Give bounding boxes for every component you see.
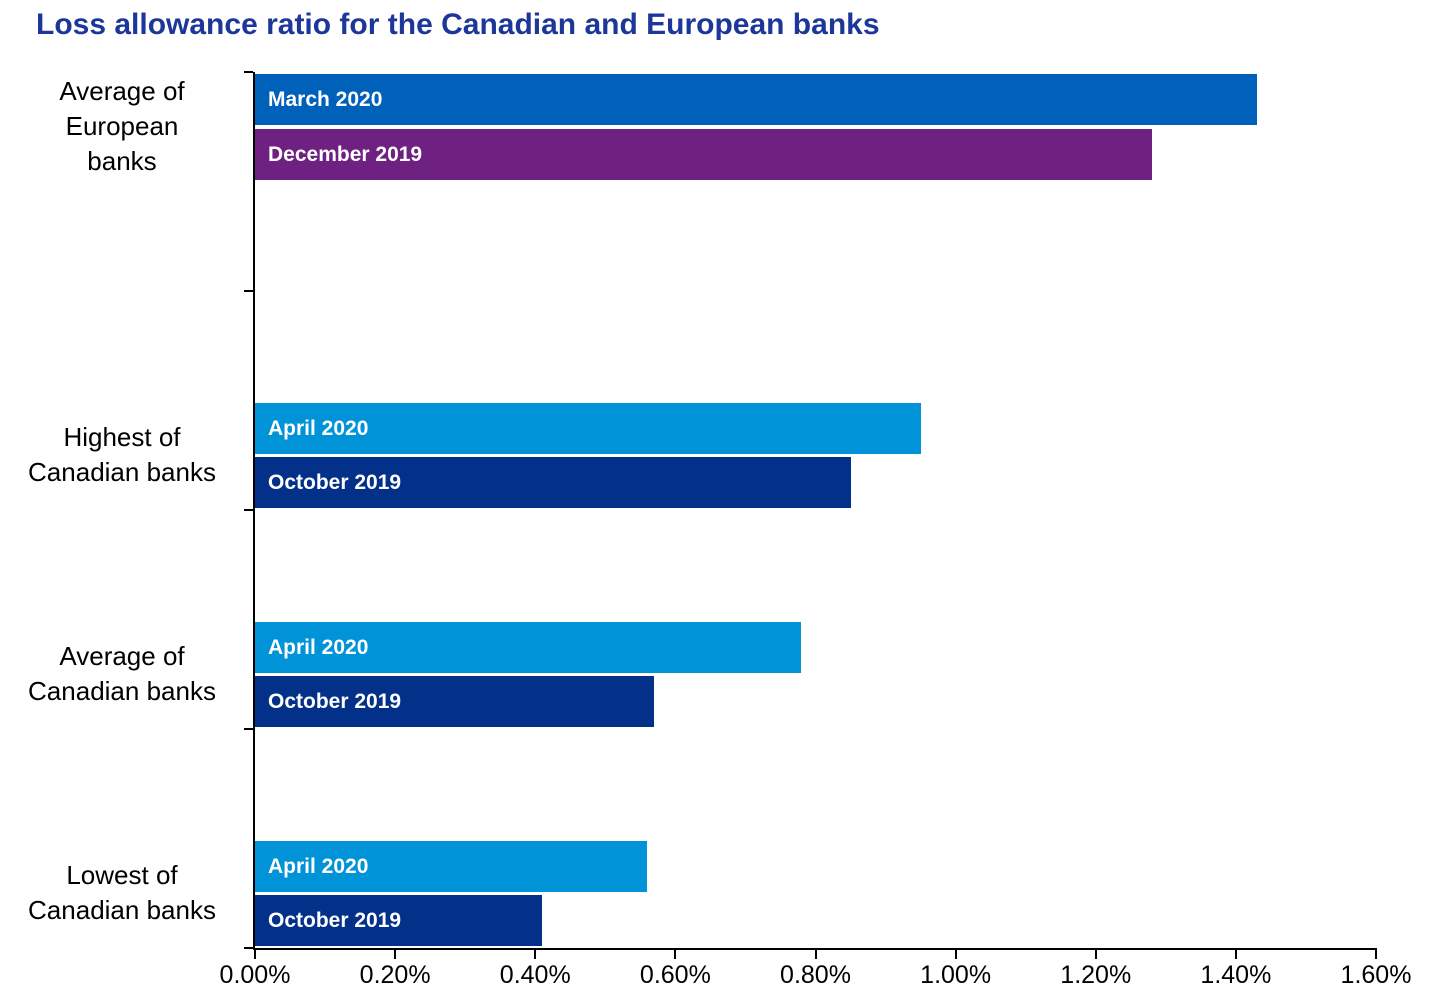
bar-series-label: March 2020 (268, 88, 383, 111)
bar-december-2019-average-of-european-banks: December 2019 (255, 128, 1152, 180)
category-label-line: Highest of (63, 422, 181, 453)
x-axis-line (253, 948, 1377, 950)
y-axis-tick (244, 71, 253, 73)
plot-area: March 2020 December 2019 April 2020 April 2… (220, 71, 1411, 989)
bar-series-label: April 2020 (268, 635, 369, 659)
x-axis-tick-label: 0.00% (219, 961, 291, 989)
x-axis-tick (534, 950, 537, 959)
bar-series-label: October 2019 (268, 690, 402, 714)
x-axis-tick-label: 1.00% (920, 961, 992, 989)
x-axis-tick-label: 0.80% (780, 961, 851, 989)
y-axis-line (253, 72, 255, 950)
category-label-line: Canadian banks (28, 895, 216, 926)
bar-april-2020-average-of-canadian-banks: April 2020 (255, 621, 802, 673)
chart-title: Loss allowance ratio for the Canadian an… (36, 8, 880, 41)
category-label-line: Average of (59, 641, 185, 672)
bar-october-2019-average-of-canadian-banks: October 2019 (255, 676, 655, 728)
bar-series-label: April 2020 (268, 854, 369, 878)
bar-october-2019-highest-of-canadian-banks: October 2019 (255, 457, 851, 509)
bar-series-label: October 2019 (268, 471, 402, 495)
x-axis-tick (1234, 950, 1237, 959)
bar-april-2020-lowest-of-canadian-banks: April 2020 (255, 840, 648, 892)
x-axis-tick-label: 1.20% (1060, 961, 1132, 989)
x-axis-tick (1375, 950, 1377, 959)
category-label-line: European (65, 111, 179, 142)
x-axis-tick-label: 1.60% (1340, 961, 1412, 989)
x-axis-tick-label: 0.60% (639, 961, 711, 989)
category-label-line: Average of (59, 76, 185, 107)
category-label-lowest-of-canadian-banks: Lowest of Canadian banks (0, 858, 244, 928)
category-label-line: Canadian banks (28, 457, 216, 488)
category-label-average-of-canadian-banks: Average of Canadian banks (0, 639, 244, 709)
category-label-line: Lowest of (66, 860, 178, 891)
y-axis-tick (244, 947, 253, 949)
bar-march-2020-average-of-european-banks: March 2020 (255, 74, 1257, 125)
y-axis-tick (244, 290, 253, 292)
y-axis-tick (244, 509, 253, 511)
category-label-line: Canadian banks (28, 676, 216, 707)
category-label-line: banks (87, 146, 157, 177)
bar-series-label: October 2019 (268, 909, 402, 933)
x-axis-tick-label: 1.40% (1200, 961, 1272, 989)
x-axis-tick-label: 0.40% (499, 961, 571, 989)
bar-series-label: December 2019 (268, 142, 423, 166)
x-axis-tick-label: 0.20% (359, 961, 431, 989)
x-axis-tick (254, 950, 256, 959)
x-axis-tick (1094, 950, 1097, 959)
x-axis-tick (394, 950, 397, 959)
x-axis-tick (674, 950, 677, 959)
bar-april-2020-highest-of-canadian-banks: April 2020 (255, 402, 921, 454)
x-axis-tick (814, 950, 817, 959)
bar-october-2019-lowest-of-canadian-banks: October 2019 (255, 895, 543, 947)
y-axis-tick (244, 728, 253, 730)
bar-series-label: April 2020 (268, 416, 369, 440)
x-axis-tick (954, 950, 957, 959)
category-label-average-of-european-banks: Average of European banks (0, 74, 244, 179)
category-label-highest-of-canadian-banks: Highest of Canadian banks (0, 420, 244, 490)
